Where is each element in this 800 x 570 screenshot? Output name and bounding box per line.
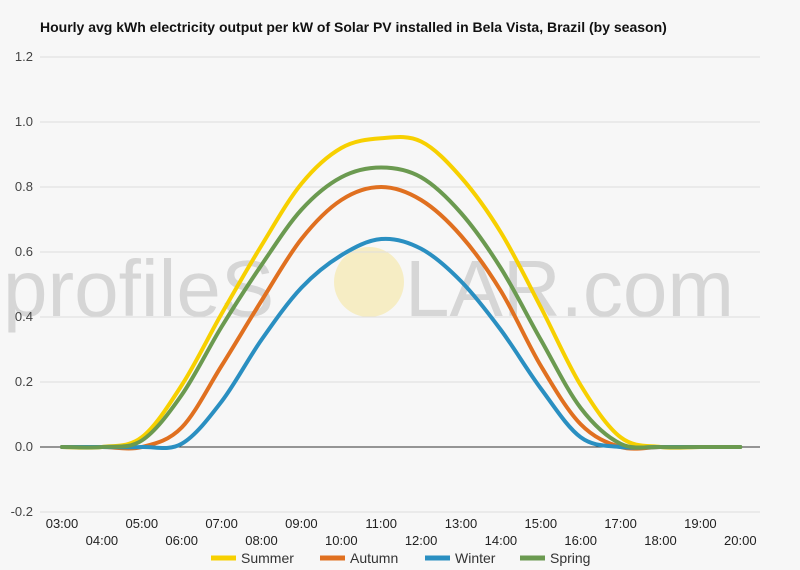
x-tick-label: 05:00	[126, 516, 159, 531]
series-line-winter	[60, 236, 743, 451]
grid	[40, 56, 760, 513]
legend-label-winter: Winter	[455, 550, 496, 566]
y-tick-label: 0.0	[15, 439, 33, 454]
y-tick-label: -0.2	[11, 504, 33, 519]
y-tick-label: 0.8	[15, 179, 33, 194]
x-tick-label: 11:00	[365, 516, 397, 531]
x-tick-label: 03:00	[46, 516, 79, 531]
legend-label-summer: Summer	[241, 550, 294, 566]
watermark: profileS LAR.com	[3, 244, 734, 333]
x-tick-label: 20:00	[724, 533, 757, 548]
x-axis-ticks: 03:00 04:00 05:00 06:00 07:00 08:00 09:00 10:00…	[46, 516, 757, 548]
legend-label-autumn: Autumn	[350, 550, 398, 566]
x-tick-label: 15:00	[525, 516, 558, 531]
y-tick-label: 1.2	[15, 49, 33, 64]
x-tick-label: 12:00	[405, 533, 438, 548]
y-axis-ticks: -0.2 0.0 0.2 0.4 0.6 0.8 1.0 1.2	[11, 49, 33, 519]
y-tick-label: 0.4	[15, 309, 33, 324]
x-tick-label: 08:00	[245, 533, 278, 548]
x-tick-label: 18:00	[644, 533, 677, 548]
x-tick-label: 09:00	[285, 516, 318, 531]
watermark-sun-icon	[334, 247, 404, 317]
x-tick-label: 16:00	[564, 533, 597, 548]
x-tick-label: 13:00	[445, 516, 478, 531]
watermark-text-right: LAR.com	[405, 244, 734, 333]
legend: Summer Autumn Winter Spring	[211, 550, 590, 566]
watermark-text-left: profileS	[3, 244, 274, 333]
y-tick-label: 0.2	[15, 374, 33, 389]
y-tick-label: 1.0	[15, 114, 33, 129]
x-tick-label: 10:00	[325, 533, 358, 548]
x-tick-label: 06:00	[165, 533, 198, 548]
x-tick-label: 17:00	[604, 516, 637, 531]
x-tick-label: 07:00	[205, 516, 238, 531]
x-tick-label: 14:00	[485, 533, 518, 548]
x-tick-label: 04:00	[86, 533, 119, 548]
series-group	[60, 135, 743, 451]
legend-label-spring: Spring	[550, 550, 590, 566]
y-tick-label: 0.6	[15, 244, 33, 259]
x-tick-label: 19:00	[684, 516, 717, 531]
chart-title: Hourly avg kWh electricity output per kW…	[40, 19, 667, 35]
series-line-spring	[60, 165, 743, 450]
series-line-summer	[60, 135, 743, 450]
